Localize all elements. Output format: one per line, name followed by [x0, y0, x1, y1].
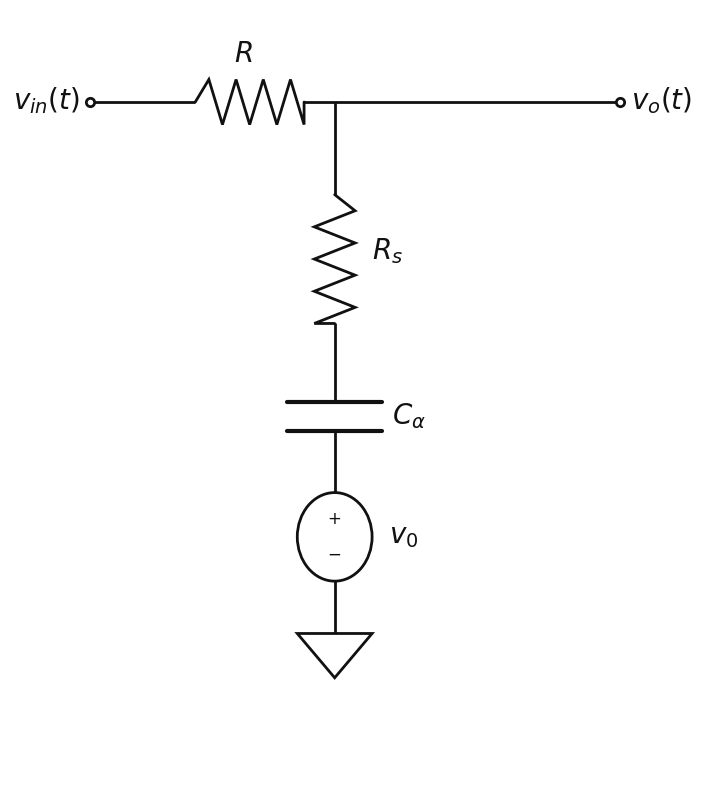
Text: $v_o(t)$: $v_o(t)$	[631, 85, 691, 116]
Text: $C_{\alpha}$: $C_{\alpha}$	[392, 402, 426, 431]
Text: $R$: $R$	[233, 41, 252, 68]
Text: −: −	[328, 545, 341, 563]
Text: $v_{in}(t)$: $v_{in}(t)$	[13, 85, 80, 116]
Text: +: +	[328, 510, 341, 528]
Text: $v_0$: $v_0$	[389, 524, 419, 550]
Text: $R_s$: $R_s$	[372, 236, 403, 266]
